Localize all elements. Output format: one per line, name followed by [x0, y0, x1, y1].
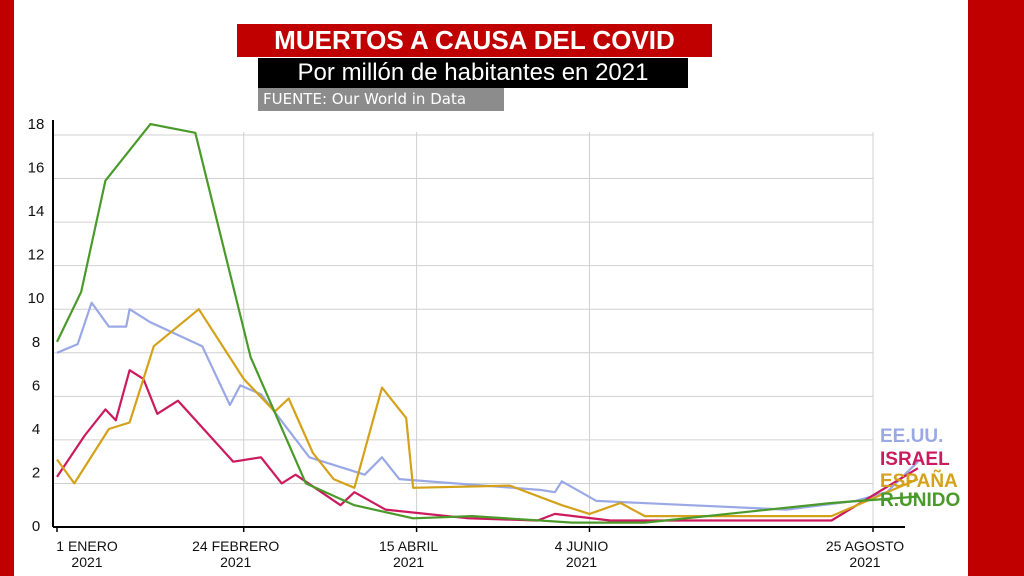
y-tick-label: 8 — [32, 334, 40, 351]
legend-label: ESPAÑA — [880, 471, 958, 492]
y-tick-label: 4 — [32, 421, 40, 438]
y-tick-label: 18 — [28, 116, 45, 133]
x-tick-year-label: 2021 — [220, 554, 251, 570]
x-tick-label: 4 JUNIO — [555, 538, 609, 554]
legend-label: ISRAEL — [880, 449, 950, 470]
source-label: FUENTE: Our World in Data — [258, 88, 504, 111]
legend-label: EE.UU. — [880, 426, 944, 447]
x-tick-year-label: 2021 — [849, 554, 880, 570]
y-tick-label: 10 — [28, 290, 45, 307]
y-tick-label: 0 — [32, 518, 40, 535]
chart-subtitle: Por millón de habitantes en 2021 — [258, 58, 688, 88]
series-line-españa — [56, 308, 919, 518]
x-tick-year-label: 2021 — [393, 554, 424, 570]
y-tick-label: 6 — [32, 377, 40, 394]
series-line-r-unido — [56, 122, 918, 524]
x-tick-label: 15 ABRIL — [379, 538, 438, 554]
x-tick-label: 1 ENERO — [56, 538, 118, 554]
y-tick-label: 2 — [32, 464, 40, 481]
x-tick-label: 25 AGOSTO — [826, 538, 904, 554]
left-frame-bar — [0, 0, 14, 576]
x-tick-year-label: 2021 — [566, 554, 597, 570]
x-tick-label: 24 FEBRERO — [192, 538, 279, 554]
series-line-israel — [56, 369, 919, 522]
y-tick-label: 16 — [28, 160, 45, 177]
series-line-ee-uu — [56, 301, 919, 511]
x-tick-year-label: 2021 — [71, 554, 102, 570]
series-layer — [56, 122, 919, 524]
right-frame-bar — [968, 0, 1024, 576]
grid-layer — [53, 132, 874, 527]
axis-layer — [52, 120, 905, 532]
y-tick-label: 12 — [28, 247, 45, 264]
legend-label: R.UNIDO — [880, 490, 961, 511]
y-tick-label: 14 — [28, 203, 45, 220]
chart-title: MUERTOS A CAUSA DEL COVID — [237, 24, 712, 57]
